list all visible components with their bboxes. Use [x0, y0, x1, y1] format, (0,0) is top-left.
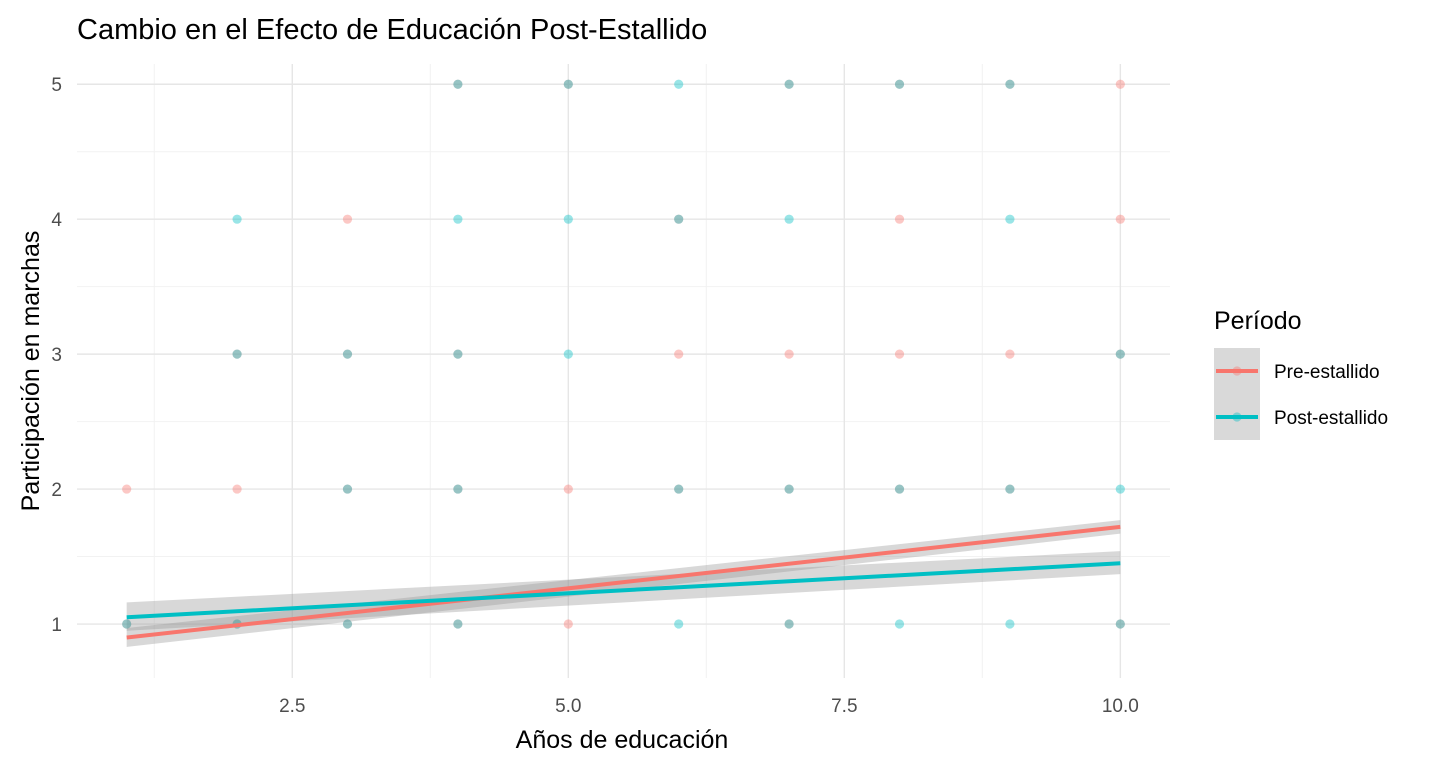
data-point — [894, 484, 905, 494]
data-point — [784, 214, 794, 224]
data-point — [342, 349, 353, 359]
data-point — [1115, 619, 1125, 629]
data-point — [894, 349, 905, 359]
data-point — [563, 79, 573, 89]
legend-label: Pre-estallido — [1274, 362, 1380, 383]
data-point — [563, 484, 573, 494]
data-point — [1005, 349, 1015, 359]
x-tick-label: 2.5 — [279, 696, 305, 717]
data-point — [453, 619, 463, 629]
data-point — [894, 79, 905, 89]
y-axis-ticks: 1 2 3 4 5 — [51, 75, 62, 636]
x-axis-ticks: 2.5 5.0 7.5 10.0 — [279, 696, 1139, 717]
data-point — [122, 484, 132, 494]
data-point — [1005, 214, 1015, 224]
legend-label: Post-estallido — [1274, 408, 1388, 429]
data-point — [674, 619, 684, 629]
data-point — [453, 619, 463, 629]
data-point — [674, 214, 684, 224]
y-tick-label: 1 — [51, 615, 62, 636]
data-point — [784, 619, 794, 629]
data-point — [1005, 619, 1015, 629]
y-tick-label: 5 — [51, 75, 62, 96]
data-point — [342, 619, 353, 629]
data-point — [1005, 79, 1015, 89]
data-point — [1115, 349, 1125, 359]
legend-keys: Pre-estallido Post-estallido — [1214, 348, 1388, 440]
data-point — [342, 619, 353, 629]
y-tick-label: 4 — [51, 210, 62, 231]
data-point — [453, 214, 463, 224]
fit-lines — [126, 524, 1121, 640]
data-point — [674, 79, 684, 89]
data-point — [122, 619, 132, 629]
data-point — [784, 484, 794, 494]
legend-title: Período — [1214, 307, 1302, 335]
legend: Período Pre-estallido Post-estallido — [1214, 307, 1388, 440]
data-point — [232, 349, 242, 359]
data-point — [563, 349, 573, 359]
data-point — [1005, 484, 1015, 494]
data-point — [453, 79, 463, 89]
data-point — [453, 349, 463, 359]
x-tick-label: 5.0 — [555, 696, 581, 717]
grid-minor — [77, 64, 1170, 678]
fit-line — [126, 524, 1121, 640]
data-point — [232, 484, 242, 494]
data-points — [122, 79, 1125, 629]
data-point — [1115, 484, 1125, 494]
data-point — [563, 619, 573, 629]
x-axis-title: Años de educación — [516, 726, 729, 754]
data-point — [894, 214, 905, 224]
x-tick-label: 10.0 — [1102, 696, 1139, 717]
data-point — [784, 619, 794, 629]
data-point — [1115, 214, 1125, 224]
plot-area — [77, 64, 1170, 678]
data-point — [453, 484, 463, 494]
data-point — [1115, 79, 1125, 89]
data-point — [1115, 349, 1125, 359]
data-point — [784, 79, 794, 89]
data-point — [453, 484, 463, 494]
data-point — [1005, 484, 1015, 494]
data-point — [674, 484, 684, 494]
data-point — [232, 349, 242, 359]
chart-title: Cambio en el Efecto de Educación Post-Es… — [77, 14, 707, 46]
data-point — [453, 349, 463, 359]
data-point — [674, 214, 684, 224]
data-point — [453, 79, 463, 89]
data-point — [894, 79, 905, 89]
data-point — [342, 349, 353, 359]
data-point — [674, 349, 684, 359]
data-point — [563, 79, 573, 89]
data-point — [342, 484, 353, 494]
data-point — [122, 619, 132, 629]
x-tick-label: 7.5 — [831, 696, 857, 717]
data-point — [784, 349, 794, 359]
data-point — [674, 484, 684, 494]
data-point — [232, 214, 242, 224]
data-point — [894, 484, 905, 494]
y-axis-title: Participación en marchas — [17, 231, 45, 512]
data-point — [342, 484, 353, 494]
y-tick-label: 3 — [51, 345, 62, 366]
data-point — [784, 79, 794, 89]
y-tick-label: 2 — [51, 480, 62, 501]
fit-line — [126, 561, 1121, 620]
data-point — [1115, 619, 1125, 629]
data-point — [563, 214, 573, 224]
data-point — [784, 484, 794, 494]
data-point — [1005, 79, 1015, 89]
data-point — [342, 214, 353, 224]
data-point — [894, 619, 905, 629]
grid-major — [77, 64, 1170, 678]
